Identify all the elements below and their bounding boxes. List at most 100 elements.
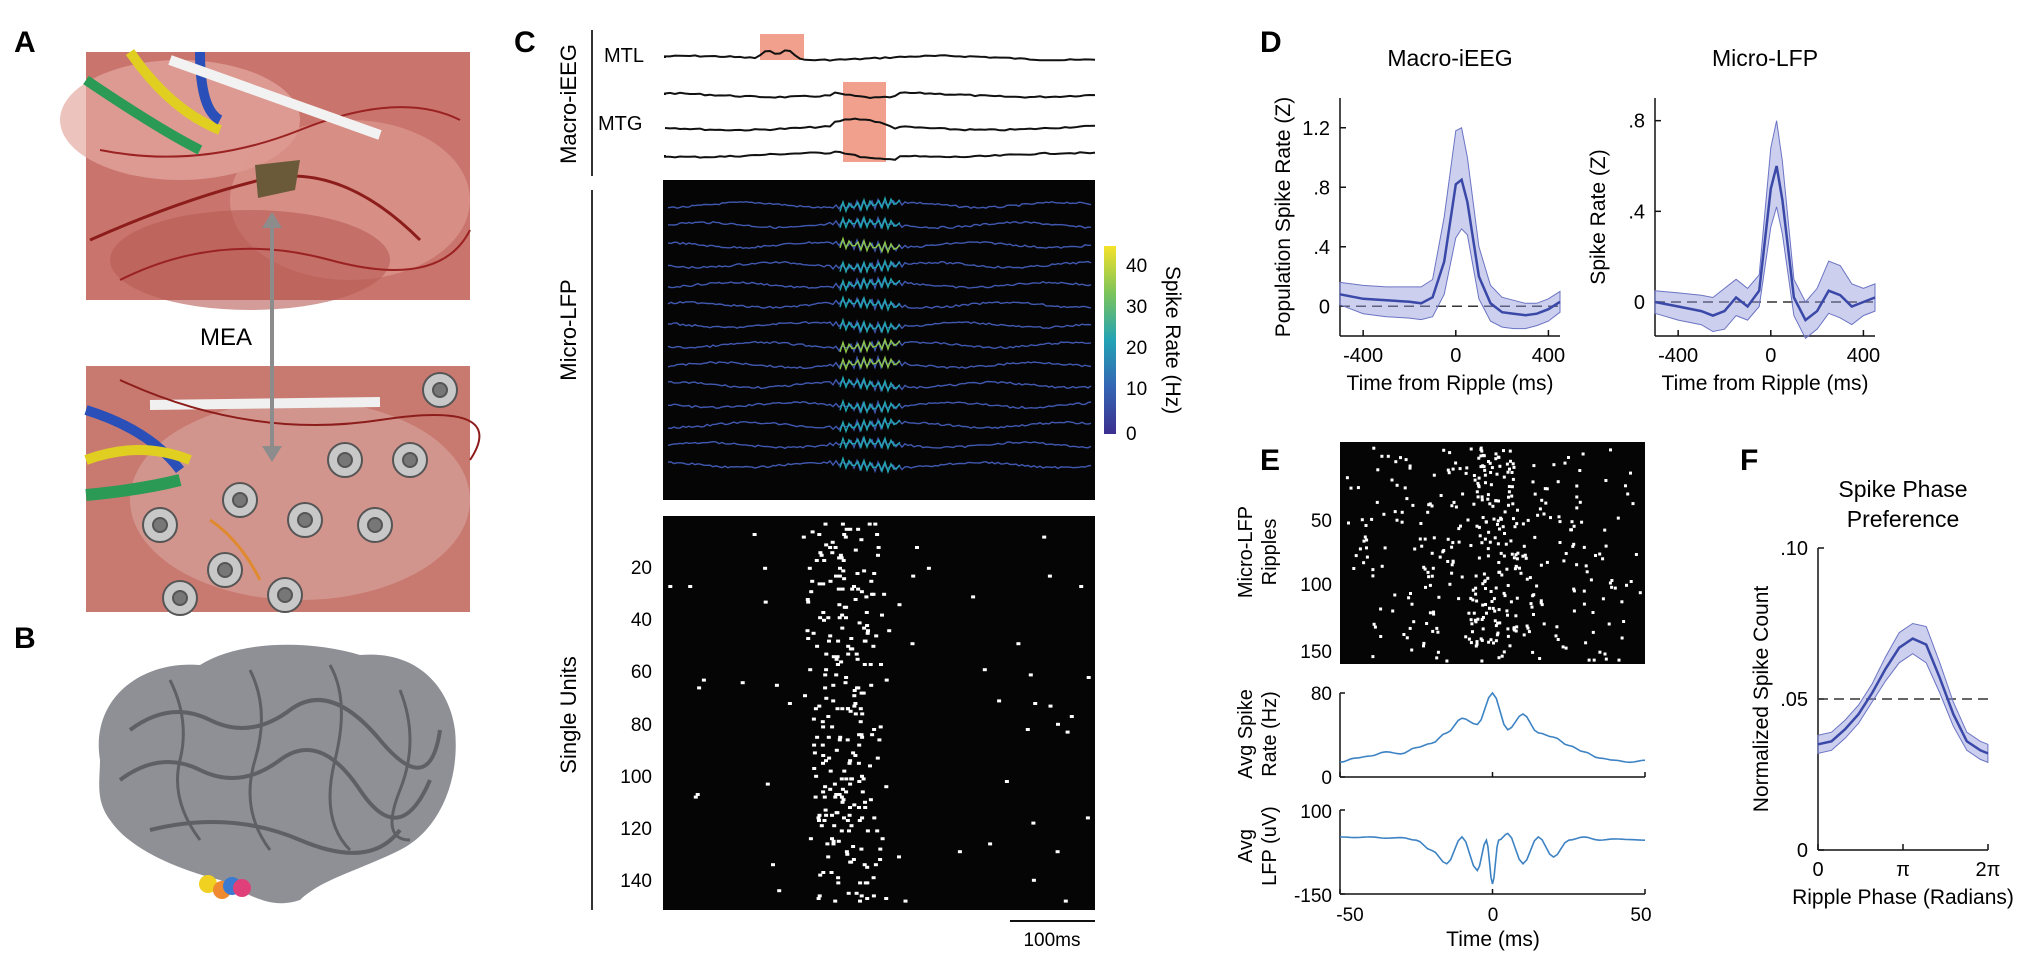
- ripple-spike: [1405, 497, 1409, 501]
- ripple-spike: [1365, 555, 1369, 559]
- unit-spike: [1033, 702, 1038, 705]
- ripple-spike: [1475, 642, 1479, 646]
- ripple-spike: [1493, 609, 1497, 613]
- unit-spike: [862, 663, 867, 666]
- ripple-spike: [1515, 557, 1519, 561]
- unit-spike: [868, 798, 873, 802]
- unit-spike: [823, 522, 828, 526]
- ieeg-trace: [664, 91, 1096, 100]
- unit-spike: [867, 522, 872, 526]
- unit-spike: [817, 704, 822, 708]
- ripple-spike: [1489, 590, 1493, 593]
- ripple-spike: [1469, 618, 1473, 622]
- ripple-spike: [1404, 458, 1408, 462]
- unit-spike: [834, 811, 839, 815]
- ripple-spike: [1418, 537, 1422, 541]
- ripple-spike: [1575, 506, 1579, 510]
- ripple-spike: [1487, 460, 1490, 463]
- unit-spike: [871, 644, 876, 648]
- ripple-spike: [1495, 472, 1499, 476]
- ripple-spike: [1532, 613, 1535, 616]
- ripple-spike: [1582, 602, 1586, 606]
- unit-spike: [1025, 728, 1030, 731]
- ripple-spike: [1464, 471, 1468, 475]
- ripple-spike: [1430, 504, 1434, 508]
- ripple-spike: [1391, 609, 1395, 613]
- unit-spike: [856, 761, 861, 765]
- x-axis-label: Time from Ripple (ms): [1347, 372, 1554, 395]
- ripple-spike: [1558, 520, 1562, 524]
- unit-spike: [836, 881, 841, 885]
- unit-spike: [811, 717, 816, 721]
- ripple-spike: [1409, 592, 1412, 595]
- unit-spike: [849, 777, 854, 781]
- ripple-spike: [1473, 478, 1477, 482]
- ripple-spike: [1423, 537, 1427, 541]
- unit-spike: [851, 751, 856, 755]
- ripple-spike: [1626, 492, 1630, 496]
- ripple-spike: [1555, 625, 1559, 629]
- series-line: [1339, 691, 1646, 764]
- unit-spike: [859, 691, 864, 695]
- unit-spike: [821, 761, 825, 765]
- panel-f-label: F: [1740, 444, 1758, 477]
- ripple-spike: [1634, 553, 1638, 556]
- unit-spike: [838, 735, 843, 739]
- ripple-spike: [1426, 510, 1430, 514]
- unit-spike: [854, 891, 859, 895]
- ripple-spike: [1582, 589, 1586, 593]
- ripple-spike: [1527, 630, 1531, 634]
- unit-spike: [837, 556, 842, 560]
- unit-spike: [821, 871, 826, 874]
- unit-spike: [862, 569, 867, 573]
- ripple-spike: [1356, 486, 1360, 490]
- ripple-spike: [1496, 522, 1499, 526]
- ripple-spike: [1483, 537, 1487, 541]
- ripple-raster-spikes: [1345, 446, 1642, 663]
- ripple-spike: [1487, 640, 1491, 644]
- single-units-spikes: [668, 522, 1091, 903]
- ripple-spike: [1471, 588, 1475, 592]
- ripple-spike: [1514, 614, 1518, 618]
- ripple-spike: [1538, 657, 1542, 660]
- unit-spike: [812, 767, 817, 770]
- unit-spike: [817, 533, 822, 536]
- unit-spike: [763, 600, 768, 604]
- ieeg-traces: [664, 49, 1096, 161]
- mean-line: [1817, 637, 1989, 755]
- unit-spike: [836, 587, 841, 591]
- unit-spike: [839, 777, 844, 781]
- unit-spike: [860, 790, 865, 794]
- unit-spike: [834, 657, 839, 661]
- ripple-spike: [1545, 487, 1549, 491]
- ripple-spike: [1631, 502, 1635, 506]
- ripple-spike: [1362, 539, 1366, 543]
- ripple-spike: [1358, 547, 1362, 551]
- ripple-spike: [1531, 480, 1535, 484]
- unit-spike: [817, 894, 822, 898]
- unit-spike: [846, 652, 851, 656]
- ripple-spike: [1522, 544, 1526, 548]
- ripple-spike: [1430, 551, 1434, 555]
- unit-spike: [865, 829, 870, 833]
- unit-spike: [840, 626, 845, 630]
- unit-spike: [848, 806, 852, 809]
- raster-tick: 100: [1300, 575, 1332, 596]
- ripple-spike: [1584, 564, 1588, 568]
- unit-spike: [828, 579, 833, 583]
- unit-spike: [831, 839, 836, 843]
- ripple-spike: [1512, 626, 1516, 630]
- ripple-spike: [1525, 577, 1529, 581]
- unit-spike: [842, 533, 847, 536]
- ripple-spike: [1481, 627, 1485, 631]
- ripple-spike: [1502, 475, 1506, 479]
- unit-spike: [846, 891, 851, 895]
- unit-spike: [856, 587, 861, 591]
- ripple-spike: [1524, 556, 1528, 560]
- ripple-spike: [1519, 571, 1523, 575]
- unit-spike: [817, 819, 821, 822]
- ripple-spike: [1481, 616, 1485, 619]
- ripple-spike: [1428, 583, 1432, 587]
- unit-spike: [830, 725, 835, 729]
- ripple-spike: [1601, 597, 1605, 601]
